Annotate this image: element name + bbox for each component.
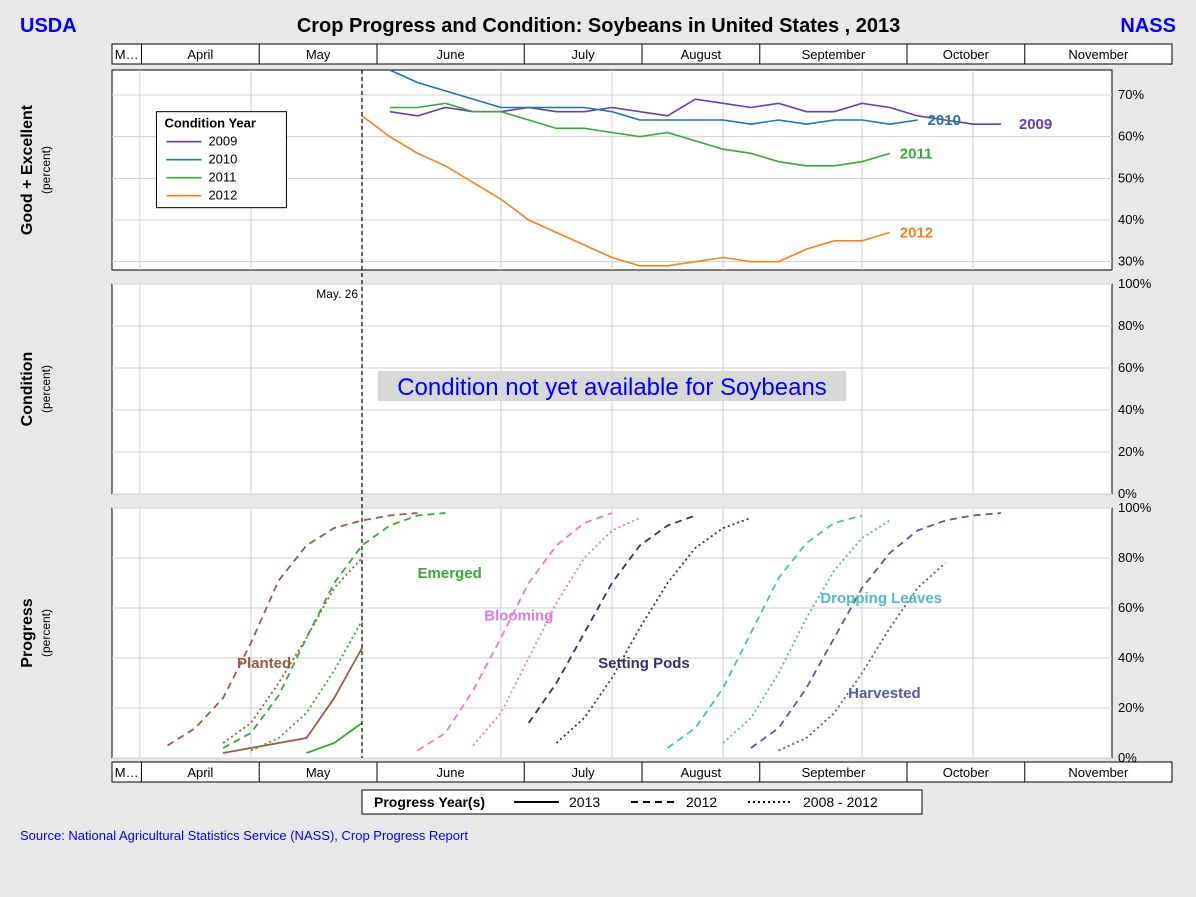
stage-label: Planted: [237, 655, 291, 672]
svg-text:40%: 40%: [1118, 212, 1144, 227]
series-end-label: 2012: [900, 225, 933, 242]
chart-title: Crop Progress and Condition: Soybeans in…: [297, 15, 900, 38]
svg-text:(percent): (percent): [39, 146, 53, 194]
svg-text:40%: 40%: [1118, 402, 1144, 417]
legend-progress-years: Progress Year(s) 2013 2012 2008 - 2012: [362, 790, 922, 814]
svg-text:2009: 2009: [208, 134, 237, 149]
svg-text:60%: 60%: [1118, 129, 1144, 144]
svg-text:October: October: [943, 47, 990, 62]
svg-text:November: November: [1068, 47, 1129, 62]
svg-text:2008 - 2012: 2008 - 2012: [803, 794, 878, 810]
svg-text:20%: 20%: [1118, 444, 1144, 459]
svg-text:20%: 20%: [1118, 700, 1144, 715]
svg-text:June: June: [437, 765, 465, 780]
svg-text:40%: 40%: [1118, 650, 1144, 665]
svg-text:80%: 80%: [1118, 550, 1144, 565]
svg-text:2013: 2013: [569, 794, 600, 810]
svg-text:May: May: [306, 47, 331, 62]
stage-label: Blooming: [484, 608, 553, 625]
series-end-label: 2011: [900, 145, 933, 162]
svg-text:August: August: [681, 765, 722, 780]
svg-text:Condition Year: Condition Year: [164, 116, 256, 131]
svg-text:(percent): (percent): [39, 365, 53, 413]
series-end-label: 2010: [928, 112, 961, 129]
svg-text:M…: M…: [115, 47, 139, 62]
chart-plot-area: M… April May June July August September October…: [12, 40, 1184, 840]
svg-text:September: September: [802, 765, 866, 780]
agency-left: USDA: [20, 15, 77, 38]
svg-text:September: September: [802, 47, 866, 62]
svg-text:November: November: [1068, 765, 1129, 780]
svg-text:50%: 50%: [1118, 170, 1144, 185]
condition-message: Condition not yet available for Soybeans: [397, 374, 827, 401]
svg-text:Progress: Progress: [19, 598, 36, 667]
svg-text:October: October: [943, 765, 990, 780]
svg-text:60%: 60%: [1118, 360, 1144, 375]
svg-text:April: April: [187, 765, 213, 780]
svg-text:Condition: Condition: [19, 352, 36, 427]
svg-text:August: August: [681, 47, 722, 62]
svg-text:30%: 30%: [1118, 254, 1144, 269]
svg-text:0%: 0%: [1118, 486, 1137, 501]
svg-text:M…: M…: [115, 765, 139, 780]
svg-text:60%: 60%: [1118, 600, 1144, 615]
svg-text:July: July: [572, 765, 596, 780]
svg-text:100%: 100%: [1118, 276, 1152, 291]
stage-label: Dropping Leaves: [820, 590, 942, 607]
legend-condition-year: Condition Year 2009 2010 2011 2012: [156, 112, 286, 208]
svg-text:80%: 80%: [1118, 318, 1144, 333]
svg-text:2010: 2010: [208, 152, 237, 167]
svg-text:2011: 2011: [208, 170, 236, 185]
svg-text:2012: 2012: [208, 188, 237, 203]
chart-header: USDA Crop Progress and Condition: Soybea…: [12, 12, 1184, 40]
svg-text:July: July: [572, 47, 596, 62]
svg-text:Progress Year(s): Progress Year(s): [374, 794, 485, 810]
chart-container: USDA Crop Progress and Condition: Soybea…: [0, 0, 1196, 897]
source-citation: Source: National Agricultural Statistics…: [20, 828, 468, 843]
svg-text:2012: 2012: [686, 794, 717, 810]
stage-label: Harvested: [848, 685, 921, 702]
agency-right: NASS: [1120, 15, 1176, 38]
svg-text:April: April: [187, 47, 213, 62]
series-end-label: 2009: [1019, 116, 1052, 133]
stage-label: Emerged: [418, 565, 482, 582]
svg-text:May: May: [306, 765, 331, 780]
svg-text:Good + Excellent: Good + Excellent: [19, 104, 36, 235]
stage-label: Setting Pods: [598, 655, 690, 672]
svg-text:70%: 70%: [1118, 87, 1144, 102]
svg-text:100%: 100%: [1118, 500, 1152, 515]
svg-text:(percent): (percent): [39, 609, 53, 657]
vline-date-label: May. 26: [316, 287, 358, 301]
svg-text:June: June: [437, 47, 465, 62]
